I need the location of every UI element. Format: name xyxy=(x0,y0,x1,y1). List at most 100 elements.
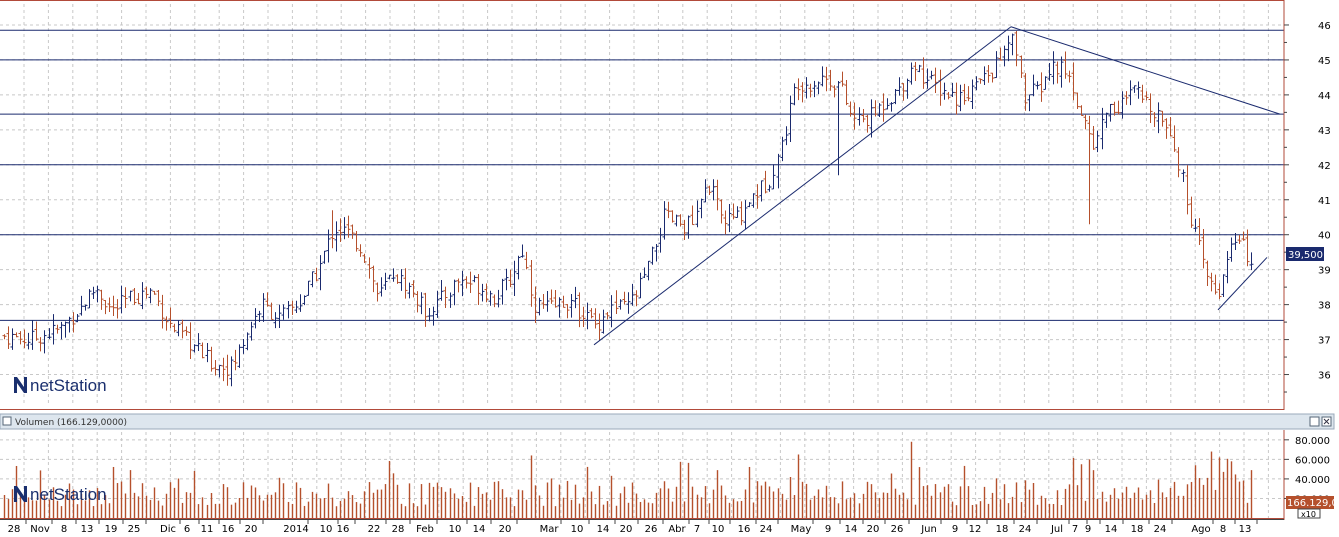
ohlc-bar xyxy=(221,357,226,382)
ohlc-bar xyxy=(464,276,469,289)
x-tick-label: 24 xyxy=(1019,524,1032,535)
ohlc-bar xyxy=(885,98,890,110)
ohlc-bar xyxy=(946,92,951,100)
ohlc-bar xyxy=(298,294,303,312)
ohlc-bar xyxy=(225,354,230,386)
ohlc-bar xyxy=(205,342,210,363)
x-tick-label: 9 xyxy=(952,524,958,535)
ohlc-bar xyxy=(168,307,173,329)
ohlc-bar xyxy=(1091,126,1096,150)
ohlc-bar xyxy=(500,278,505,305)
ohlc-bar xyxy=(1140,84,1145,103)
ohlc-bar xyxy=(1014,30,1019,67)
ohlc-bar xyxy=(277,304,282,329)
ohlc-bar xyxy=(682,219,687,240)
ohlc-bar xyxy=(371,265,376,293)
ohlc-bar xyxy=(423,292,428,327)
x-tick-label: 19 xyxy=(105,524,118,535)
ohlc-bar xyxy=(148,288,153,304)
ohlc-bar xyxy=(241,338,246,354)
ohlc-bar xyxy=(828,69,833,91)
ohlc-bar xyxy=(6,326,11,350)
ohlc-bar xyxy=(1075,92,1080,109)
ohlc-bar xyxy=(597,313,602,342)
volume-header-buttons[interactable] xyxy=(1309,416,1332,427)
ohlc-bar xyxy=(897,77,902,96)
ohlc-bar xyxy=(974,76,979,91)
ohlc-bar xyxy=(743,200,748,230)
y-tick-label: 46 xyxy=(1318,21,1331,32)
ohlc-bar xyxy=(962,83,967,105)
ohlc-bar xyxy=(249,321,254,341)
ohlc-bar xyxy=(1136,81,1141,99)
ohlc-bar xyxy=(618,299,623,310)
ohlc-bar xyxy=(1132,85,1137,93)
ohlc-bar xyxy=(253,308,258,329)
ohlc-bar xyxy=(998,47,1003,61)
x-tick-label: 7 xyxy=(1072,524,1078,535)
ohlc-bar xyxy=(209,346,214,372)
ohlc-bar xyxy=(614,290,619,315)
ohlc-bar xyxy=(1144,91,1149,101)
trend-line xyxy=(1217,257,1268,311)
ohlc-bar xyxy=(431,306,436,326)
ohlc-bar xyxy=(354,230,359,252)
ohlc-bar xyxy=(703,179,708,203)
x-tick-label: 14 xyxy=(597,524,610,535)
ohlc-bar xyxy=(99,289,104,310)
ohlc-bar xyxy=(800,82,805,103)
ohlc-bar xyxy=(123,287,128,309)
netstation-logo-icon xyxy=(14,486,27,502)
ohlc-bar xyxy=(480,283,485,302)
ohlc-bar xyxy=(759,180,764,202)
ohlc-bar xyxy=(771,164,776,190)
ohlc-bar xyxy=(690,205,695,226)
ohlc-bar xyxy=(452,279,457,306)
ohlc-bar xyxy=(658,227,663,253)
vol-y-tick-label: 60.000 xyxy=(1295,455,1330,466)
ohlc-bar xyxy=(51,314,56,345)
ohlc-bar xyxy=(1100,107,1105,150)
ohlc-bar xyxy=(589,308,594,319)
ohlc-bar xyxy=(1189,196,1194,228)
ohlc-bar xyxy=(1221,274,1226,298)
ohlc-bar xyxy=(1229,237,1234,262)
ohlc-bar xyxy=(832,85,837,98)
ohlc-bar xyxy=(666,201,671,219)
ohlc-bar xyxy=(322,250,327,264)
ohlc-bar xyxy=(273,312,278,329)
ohlc-bar xyxy=(970,79,975,110)
logo-text-volume: netStation xyxy=(30,485,107,504)
ohlc-bar xyxy=(796,78,801,101)
ohlc-bar xyxy=(925,68,930,89)
ohlc-bar xyxy=(1087,115,1092,225)
ohlc-bar xyxy=(1104,112,1109,128)
x-tick-label: 10 xyxy=(571,524,584,535)
ohlc-bar xyxy=(314,267,319,282)
ohlc-bar xyxy=(954,82,959,115)
ohlc-bar xyxy=(306,280,311,296)
ohlc-bar xyxy=(14,332,19,338)
y-tick-label: 36 xyxy=(1318,371,1331,382)
volume-collapse-button[interactable] xyxy=(1309,416,1320,427)
ohlc-bar xyxy=(1063,51,1068,79)
ohlc-bar xyxy=(622,291,627,305)
last-price-badge: 39,500 xyxy=(1286,247,1324,261)
ohlc-bar xyxy=(978,78,983,84)
ohlc-bar xyxy=(601,309,606,334)
ohlc-bar xyxy=(670,210,675,223)
y-tick-label: 41 xyxy=(1318,196,1331,207)
ohlc-bar xyxy=(26,332,31,350)
x-tick-label: 13 xyxy=(81,524,94,535)
ohlc-bar xyxy=(873,100,878,117)
ohlc-bar xyxy=(294,300,299,314)
ohlc-bar xyxy=(747,202,752,208)
ohlc-bar xyxy=(1051,51,1056,85)
x-tick-label: 14 xyxy=(845,524,858,535)
ohlc-bar xyxy=(79,295,84,316)
ohlc-bar xyxy=(1176,147,1181,178)
ohlc-bar xyxy=(1047,63,1052,81)
ohlc-bar xyxy=(788,95,793,142)
ohlc-bar xyxy=(164,316,169,331)
y-tick-label: 39 xyxy=(1318,266,1331,277)
